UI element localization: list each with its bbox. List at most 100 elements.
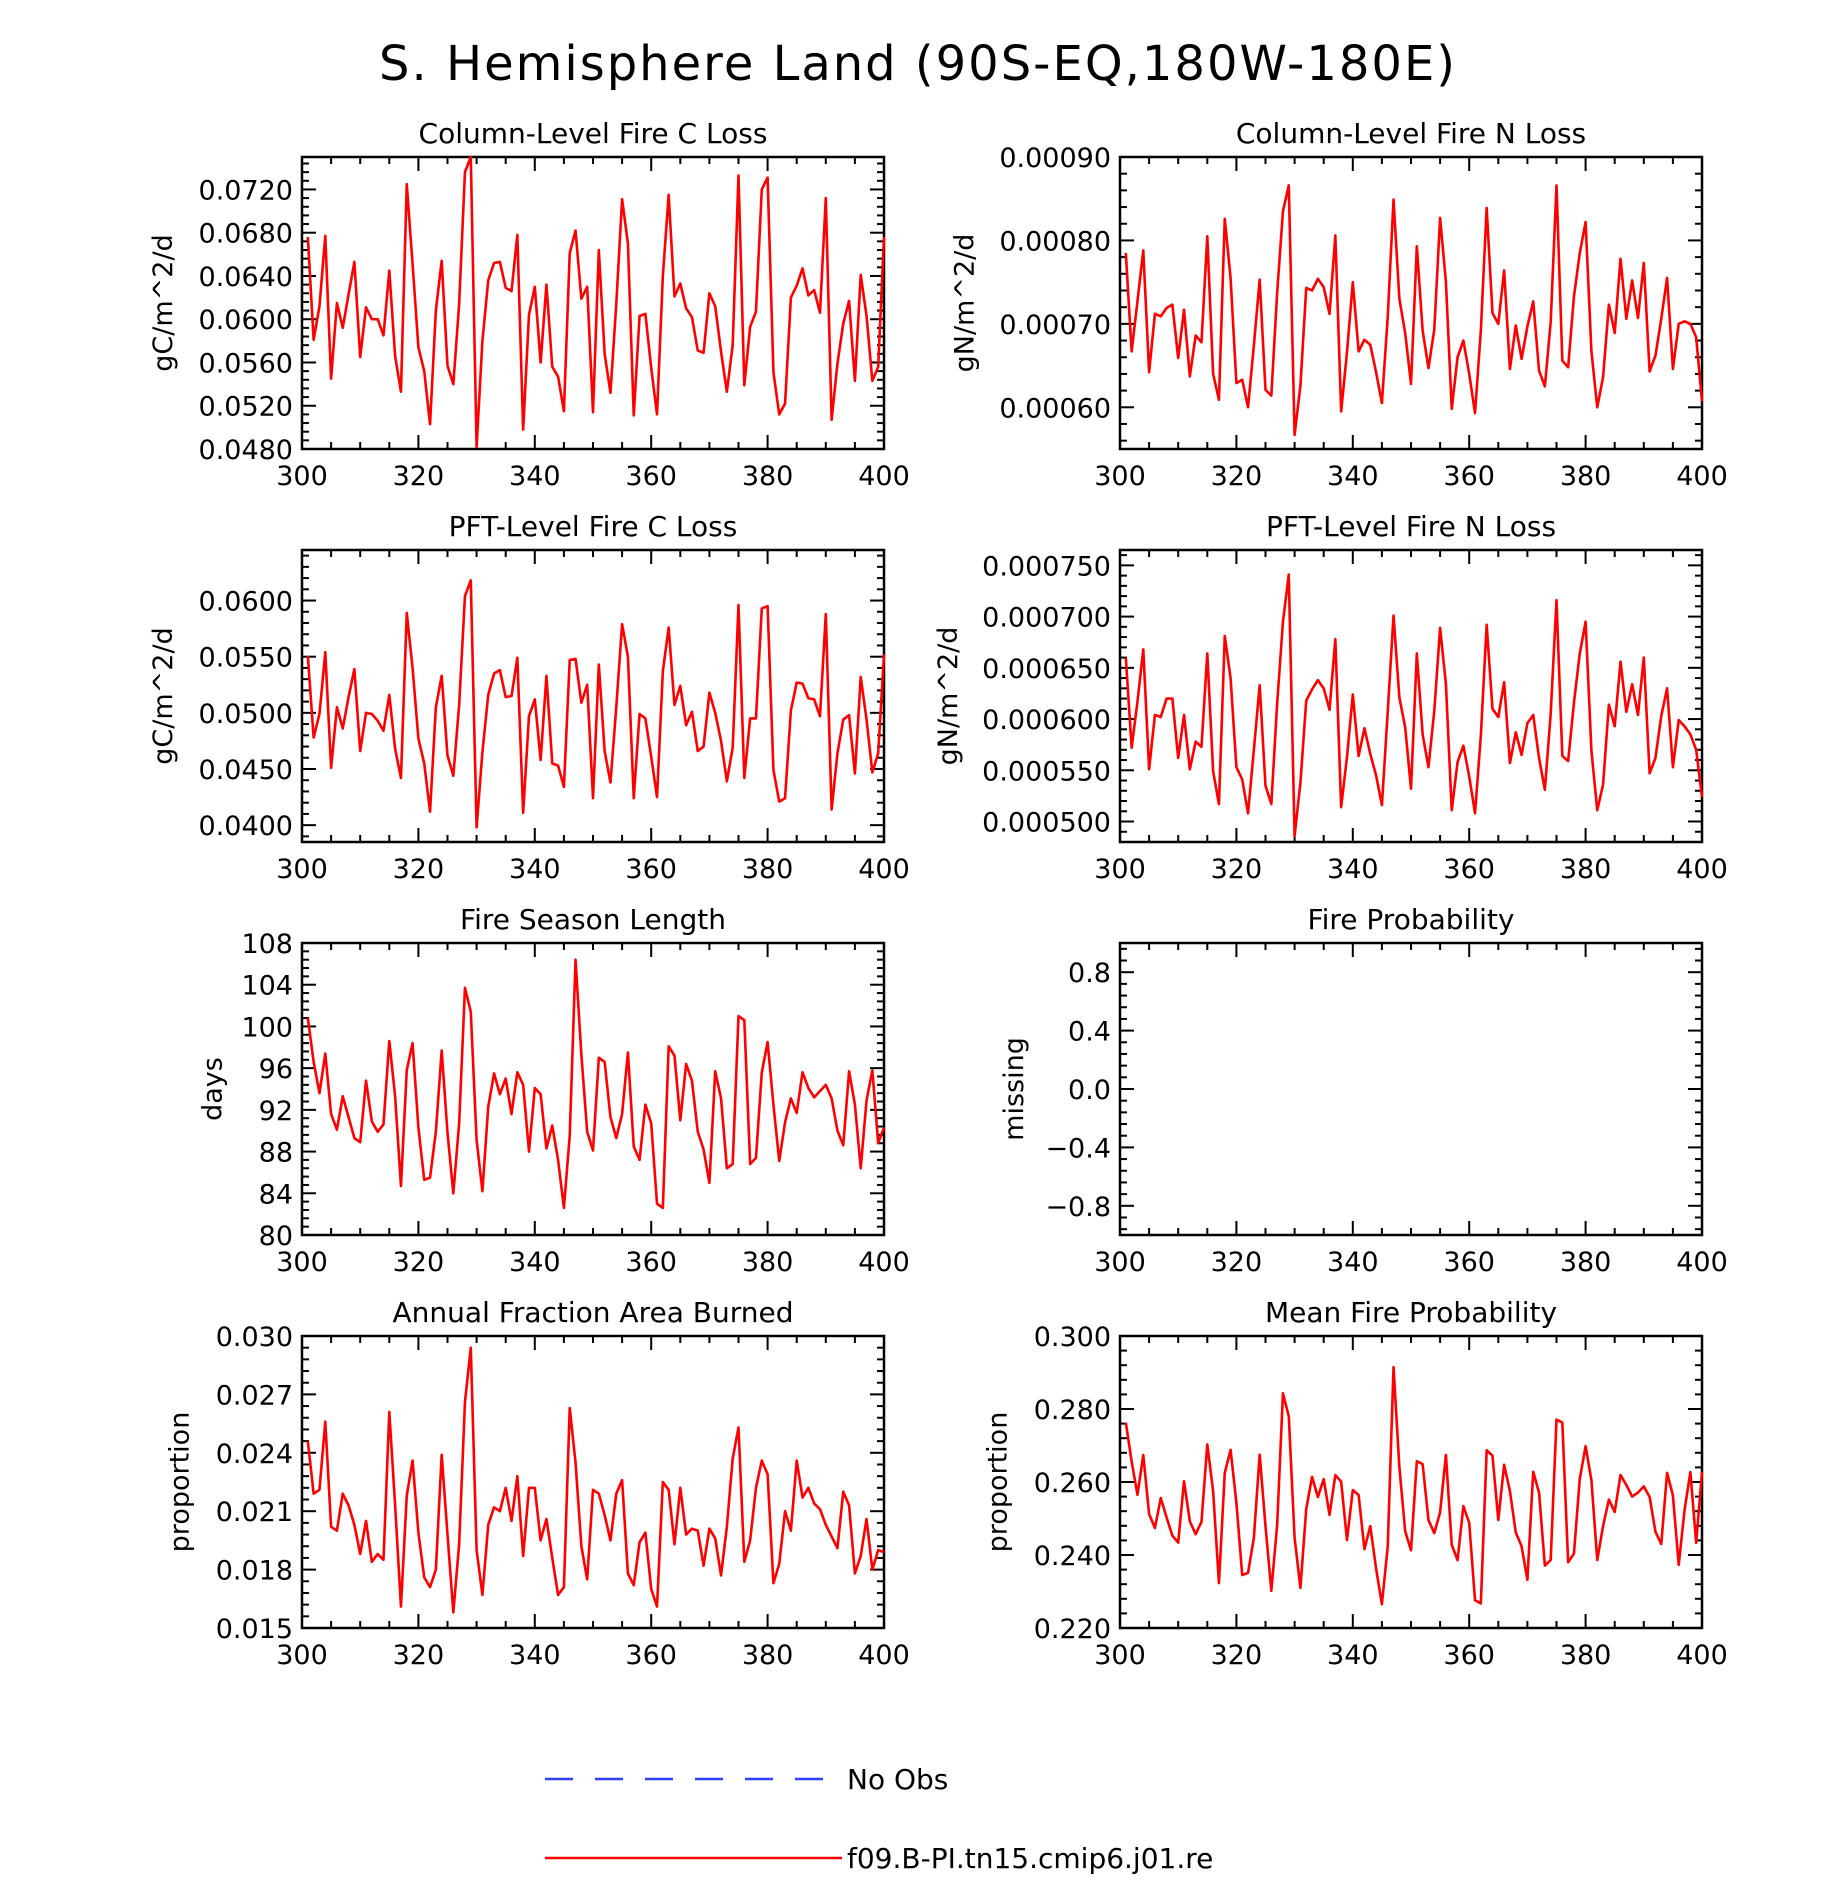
x-tick-label: 360 [1443,1640,1495,1671]
y-tick-label: 0.260 [1034,1468,1111,1499]
x-tick-label: 400 [858,1247,910,1278]
chart-panel-6: Fire Probability 300 320 340 360 380 400 −0.8 −0… [999,903,1728,1278]
x-tick-label: 380 [742,461,794,492]
y-tick-label: −0.8 [1045,1192,1111,1223]
series-line [306,1346,885,1614]
x-tick-label: 400 [1676,461,1728,492]
x-tick-label: 360 [625,854,677,885]
x-tick-label: 300 [1094,1247,1146,1278]
x-tick-label: 380 [1560,854,1612,885]
x-tick-label: 360 [625,461,677,492]
x-tick-label: 360 [625,1640,677,1671]
y-tick-label: 0.00060 [999,393,1111,424]
plot-frame [300,941,886,1237]
series-line [306,155,886,449]
y-tick-label: −0.4 [1045,1133,1111,1164]
x-tick-label: 380 [742,1247,794,1278]
y-tick-label: 92 [259,1096,293,1127]
x-tick-label: 320 [393,1247,445,1278]
legend: No Obs f09.B-PI.tn15.cmip6.j01.re [545,1763,1213,1875]
y-axis-label: gN/m^2/d [950,234,981,373]
y-tick-label: 0.8 [1068,958,1111,989]
chart-panel-2: Column-Level Fire N Loss 300 320 340 360 380 4… [950,117,1728,492]
y-tick-label: 0.00090 [999,143,1111,174]
y-tick-label: 0.0400 [199,811,293,842]
y-tick-label: 0.0500 [199,699,293,730]
y-tick-label: 84 [259,1179,293,1210]
y-tick-label: 0.0600 [199,587,293,618]
panels: Column-Level Fire C Loss 300 320 340 360 380 4… [148,117,1728,1671]
y-tick-label: 0.000750 [982,551,1111,582]
x-tick-label: 400 [1676,1640,1728,1671]
x-tick-label: 400 [858,1640,910,1671]
panel-title: Fire Probability [1308,903,1515,936]
y-tick-label: 0.0520 [199,392,293,423]
y-tick-label: 0.000650 [982,654,1111,685]
y-axis-label: missing [999,1037,1030,1141]
x-tick-label: 300 [276,1247,328,1278]
y-tick-label: 0.240 [1034,1541,1111,1572]
y-tick-label: 0.4 [1068,1017,1111,1048]
x-tick-label: 300 [1094,461,1146,492]
x-tick-label: 340 [509,461,561,492]
plot-frame [1118,548,1704,844]
y-tick-label: 0.018 [216,1556,293,1587]
y-tick-label: 0.0550 [199,643,293,674]
plot-frame [1118,1334,1704,1630]
chart-panel-8: Mean Fire Probability 300 320 340 360 380 400 0… [983,1296,1728,1671]
y-tick-label: 0.00070 [999,310,1111,341]
x-tick-label: 300 [276,461,328,492]
x-tick-label: 340 [1327,1640,1379,1671]
x-tick-label: 340 [1327,854,1379,885]
chart-panel-3: PFT-Level Fire C Loss 300 320 340 360 380 400 0… [148,510,910,885]
y-tick-label: 0.0720 [199,175,293,206]
y-tick-label: 0.027 [216,1380,293,1411]
x-tick-label: 400 [858,854,910,885]
plot-frame [1118,941,1704,1237]
y-axis-label: gC/m^2/d [148,627,179,764]
y-tick-label: 0.021 [216,1497,293,1528]
series-line [1124,1365,1704,1606]
chart-panel-4: PFT-Level Fire N Loss 300 320 340 360 380 400 0… [933,510,1728,885]
y-tick-label: 0.000600 [982,705,1111,736]
panel-title: Column-Level Fire C Loss [419,117,768,150]
x-tick-label: 320 [393,461,445,492]
y-tick-label: 104 [241,971,293,1002]
figure-title: S. Hemisphere Land (90S-EQ,180W-180E) [379,36,1457,92]
x-tick-label: 360 [1443,461,1495,492]
panel-title: PFT-Level Fire C Loss [449,510,738,543]
x-tick-label: 380 [1560,461,1612,492]
x-tick-label: 360 [1443,1247,1495,1278]
x-tick-label: 320 [393,1640,445,1671]
legend-label-model: f09.B-PI.tn15.cmip6.j01.re [847,1842,1213,1875]
y-tick-label: 0.0480 [199,435,293,466]
y-tick-label: 100 [241,1012,293,1043]
x-tick-label: 400 [1676,854,1728,885]
y-axis-label: gN/m^2/d [933,627,964,766]
series-line [1124,573,1704,838]
x-tick-label: 300 [1094,854,1146,885]
y-tick-label: 0.000500 [982,808,1111,839]
x-tick-label: 340 [509,854,561,885]
x-tick-label: 380 [742,1640,794,1671]
y-tick-label: 0.300 [1034,1322,1111,1353]
x-tick-label: 360 [1443,854,1495,885]
panel-title: Fire Season Length [460,903,726,936]
x-tick-label: 300 [276,1640,328,1671]
x-tick-label: 360 [625,1247,677,1278]
y-tick-label: 0.220 [1034,1614,1111,1645]
series-line [306,958,886,1210]
y-tick-label: 88 [259,1138,293,1169]
y-axis-label: gC/m^2/d [148,234,179,371]
y-tick-label: 0.000550 [982,756,1111,787]
y-tick-label: 0.0560 [199,348,293,379]
y-tick-label: 80 [259,1221,293,1252]
x-tick-label: 400 [858,461,910,492]
y-tick-label: 0.0680 [199,219,293,250]
series-line [306,579,886,829]
y-tick-label: 0.0 [1068,1075,1111,1106]
y-tick-label: 0.030 [216,1322,293,1353]
x-tick-label: 340 [509,1247,561,1278]
x-tick-label: 320 [1211,461,1263,492]
